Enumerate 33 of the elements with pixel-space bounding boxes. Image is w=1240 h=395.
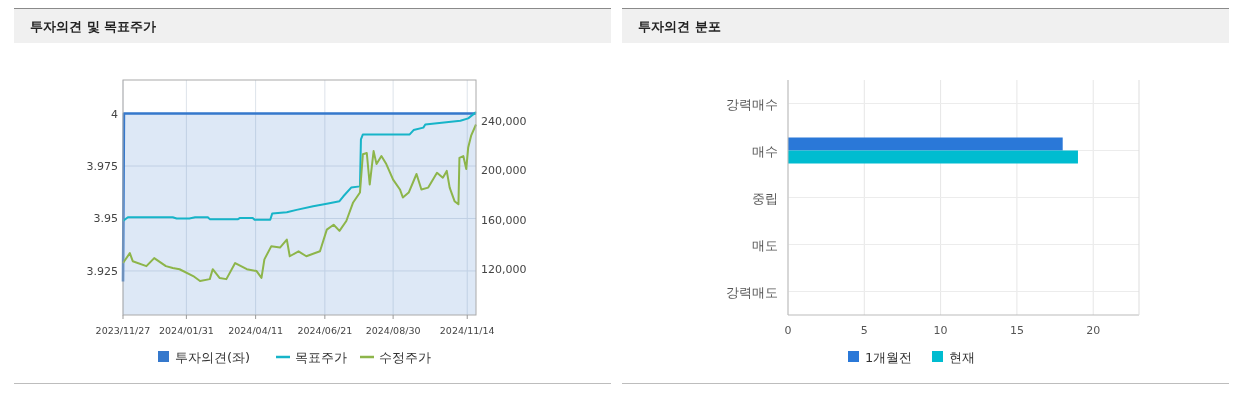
y2-tick-label: 200,000 xyxy=(481,164,527,178)
y-tick-label: 3.975 xyxy=(86,160,118,174)
legend-label: 1개월전 xyxy=(865,350,913,365)
line-series xyxy=(122,123,477,282)
legend-label: 목표주가 xyxy=(295,350,347,365)
y2-tick-label: 120,000 xyxy=(481,263,527,277)
x-tick-label: 2024/08/30 xyxy=(365,325,421,336)
y-tick-label: 3.925 xyxy=(86,264,118,278)
legend-label: 투자의견(좌) xyxy=(175,350,251,365)
x-tick-label: 2024/11/14 xyxy=(439,325,495,336)
chart-title: 투자의견 및 목표주가 xyxy=(30,19,157,34)
x-tick-label: 0 xyxy=(784,324,792,337)
line-series xyxy=(122,111,477,222)
x-tick-label: 10 xyxy=(933,324,948,337)
x-tick-label: 2024/01/31 xyxy=(159,325,214,336)
legend-label: 수정주가 xyxy=(379,350,431,365)
y-tick-label: 매수 xyxy=(752,143,778,159)
y2-tick-label: 160,000 xyxy=(481,213,527,227)
y-tick-label: 3.95 xyxy=(93,212,118,226)
x-tick-label: 2023/11/27 xyxy=(95,325,151,336)
y-tick-label: 강력매수 xyxy=(726,96,778,112)
x-tick-label: 15 xyxy=(1009,324,1024,337)
legend-label: 현재 xyxy=(949,350,975,365)
y2-tick-label: 240,000 xyxy=(481,114,527,128)
x-tick-label: 2024/06/21 xyxy=(297,325,353,336)
y-tick-label: 4 xyxy=(111,107,118,121)
y-tick-label: 중립 xyxy=(752,190,778,206)
x-tick-label: 5 xyxy=(860,324,868,337)
y-tick-label: 강력매도 xyxy=(726,284,778,300)
y-tick-label: 매도 xyxy=(752,237,778,253)
x-tick-label: 2024/04/11 xyxy=(228,325,283,336)
x-tick-label: 20 xyxy=(1086,324,1101,337)
text: 투자의견 분포 xyxy=(638,19,721,34)
